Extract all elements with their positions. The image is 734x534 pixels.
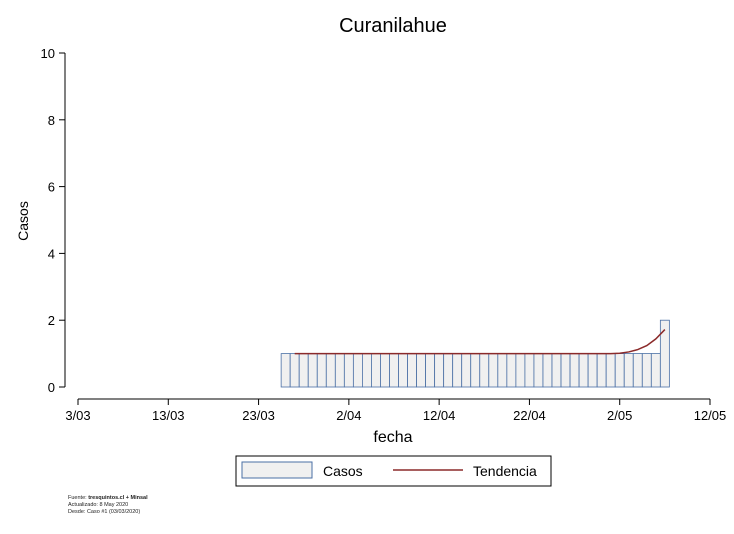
bar (551, 353, 562, 388)
x-tick-label: 22/04 (513, 408, 546, 423)
bar (641, 353, 652, 388)
bar (416, 353, 427, 388)
bar (316, 353, 327, 388)
bar (361, 353, 372, 388)
y-tick-label: 8 (48, 113, 55, 128)
bar (443, 353, 454, 388)
bar (632, 353, 643, 388)
bar (371, 353, 381, 388)
footer-updated: Actualizado: 8 May 2020 (68, 502, 129, 508)
y-tick-label: 4 (48, 246, 55, 261)
x-axis-label: fecha (373, 429, 412, 446)
bar (325, 353, 336, 388)
x-tick-label: 2/04 (336, 408, 361, 423)
x-tick-label: 13/03 (152, 408, 185, 423)
y-axis-label: Casos (15, 201, 31, 241)
bar (461, 353, 472, 388)
bar (343, 353, 354, 388)
trend-line (294, 329, 666, 355)
footer-source: Fuente: tresquintos.cl + Minsal (68, 495, 148, 501)
bar (425, 353, 436, 388)
bar (398, 353, 408, 388)
source-footer: Fuente: tresquintos.cl + Minsal Actualiz… (68, 495, 148, 516)
bar (434, 353, 445, 388)
trend-series (294, 329, 666, 355)
bar (659, 319, 670, 388)
bar (497, 353, 508, 388)
x-tick-label: 2/05 (607, 408, 632, 423)
x-tick-label: 3/03 (65, 408, 90, 423)
bar (542, 353, 553, 388)
bar (524, 353, 535, 388)
bar (560, 353, 571, 388)
bar (389, 353, 399, 388)
bar (352, 353, 363, 388)
bar (407, 353, 417, 388)
bar (605, 353, 616, 388)
bar (587, 353, 598, 388)
bar (289, 353, 300, 388)
legend-label-tendencia: Tendencia (473, 463, 537, 479)
legend-label-casos: Casos (323, 463, 363, 479)
bar (614, 353, 625, 388)
bar (650, 353, 661, 388)
bar (623, 353, 634, 388)
y-tick-label: 6 (48, 180, 55, 195)
chart-title: Curanilahue (339, 15, 447, 37)
bar (569, 353, 580, 388)
bar (578, 353, 589, 388)
x-tick-label: 23/03 (242, 408, 275, 423)
y-axis: 0 2 4 6 8 10 (41, 46, 66, 395)
bar (307, 353, 318, 388)
bar (515, 353, 526, 388)
bar (506, 353, 517, 388)
bar (452, 353, 463, 388)
bar (488, 353, 499, 388)
x-axis: 3/03 13/03 23/03 2/04 12/04 22/04 2/05 12/05 (65, 398, 727, 423)
x-tick-label: 12/04 (423, 408, 456, 423)
y-tick-label: 2 (48, 313, 55, 328)
legend-swatch-casos (241, 461, 313, 479)
bar (596, 353, 607, 388)
y-tick-label: 10 (41, 46, 55, 61)
bar (479, 353, 490, 388)
bar-series (280, 319, 670, 388)
bar (334, 353, 345, 388)
legend: Casos Tendencia (235, 455, 552, 487)
footer-since: Desde: Caso #1 (03/03/2020) (68, 509, 141, 515)
bar (280, 353, 291, 388)
bar (533, 353, 544, 388)
bar (470, 353, 481, 388)
y-tick-label: 0 (48, 380, 55, 395)
x-tick-label: 12/05 (694, 408, 727, 423)
bar (298, 353, 309, 388)
bar (380, 353, 390, 388)
